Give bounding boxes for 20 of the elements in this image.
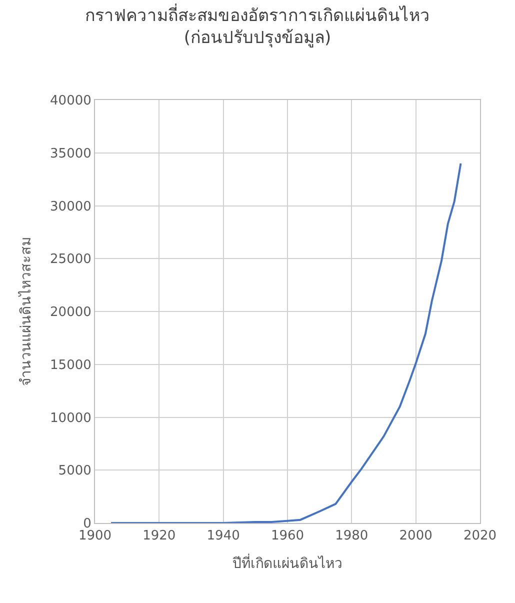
y-axis-title: จำนวนแผ่นดินไหวสะสม <box>18 237 35 386</box>
y-tick-label: 40000 <box>50 94 92 109</box>
y-tick-label: 20000 <box>50 305 92 320</box>
y-tick-label: 35000 <box>50 146 92 162</box>
x-axis-title: ปีที่เกิดแผ่นดินไหว <box>232 554 342 572</box>
x-tick-label: 1920 <box>142 528 176 544</box>
x-tick-label: 2000 <box>399 528 432 544</box>
x-tick-label: 1900 <box>78 528 112 544</box>
y-tick-label: 10000 <box>50 410 92 426</box>
y-tick-label: 25000 <box>50 252 92 268</box>
x-tick-label: 1960 <box>270 528 304 544</box>
x-tick-label: 2020 <box>463 528 497 544</box>
chart-title: กราฟความถี่สะสมของอัตราการเกิดแผ่นดินไหว <box>85 3 430 26</box>
x-tick-label: 1980 <box>335 528 368 544</box>
y-tick-label: 15000 <box>50 358 92 373</box>
line-series <box>110 162 462 523</box>
x-tick-label: 1940 <box>206 528 240 544</box>
y-tick-label: 5000 <box>58 464 92 479</box>
y-tick-label: 30000 <box>50 199 92 214</box>
chart-subtitle: (ก่อนปรับปรุงข้อมูล) <box>184 28 332 48</box>
